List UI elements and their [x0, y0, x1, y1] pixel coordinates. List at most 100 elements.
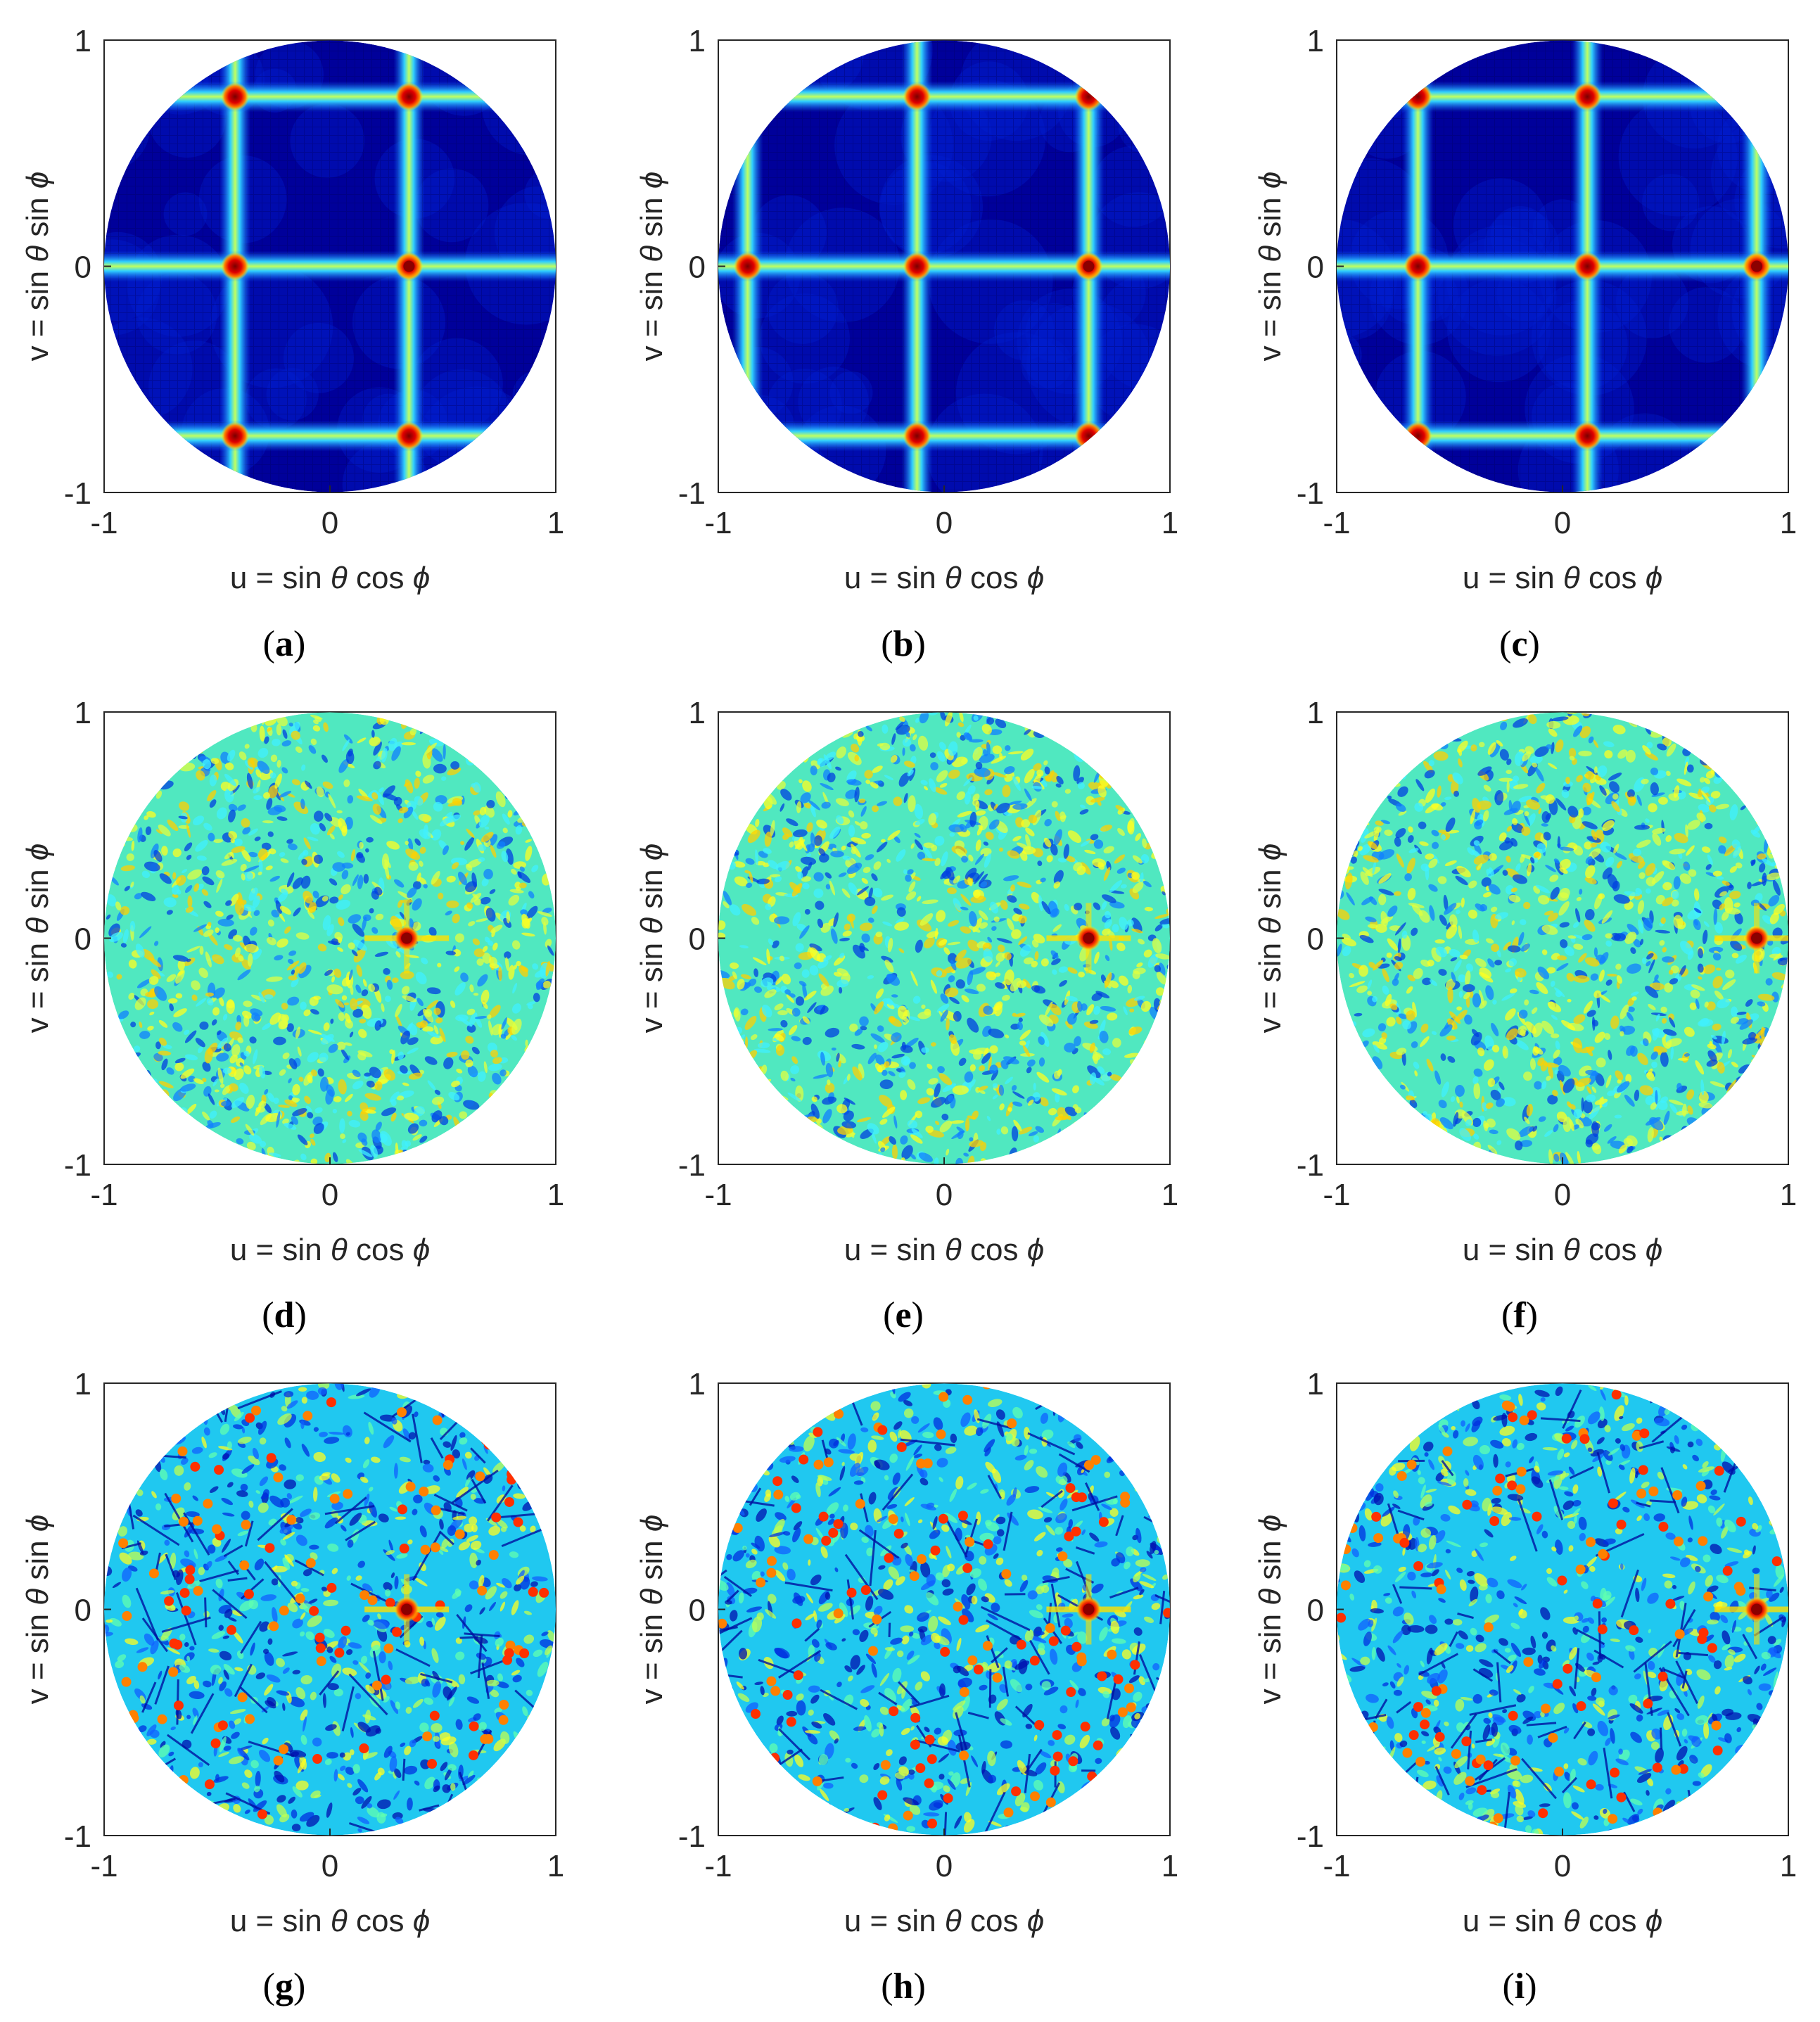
sidelobe-dot	[718, 1618, 727, 1629]
sidelobe-dot	[1001, 1569, 1012, 1579]
sidelobe-dot	[938, 1513, 948, 1524]
sidelobe-dot	[973, 1665, 984, 1675]
sidelobe-dot	[751, 1709, 761, 1719]
sidelobe-dot	[1591, 1672, 1602, 1683]
sidelobe-dot	[1554, 1767, 1565, 1777]
sidelobe-dot	[1712, 1746, 1723, 1756]
x-axis-label: u = sin θ cos ϕ	[844, 1233, 1044, 1267]
y-axis-label: v = sin θ sin ϕ	[635, 844, 669, 1034]
y-tick-label: 0	[1307, 250, 1324, 285]
heatmap-disk	[718, 40, 1170, 492]
x-tick-label: -1	[704, 1178, 732, 1212]
sidelobe-dot	[1616, 1519, 1627, 1530]
sidelobe-dot	[273, 1755, 284, 1766]
sidelobe-dot	[295, 1594, 305, 1604]
sidelobe-dot	[1071, 1641, 1082, 1652]
sidelobe-dot	[367, 1595, 378, 1605]
panel-label: (h)	[881, 1966, 926, 2007]
sidelobe-dot	[118, 1538, 129, 1549]
sidelobe-dot	[210, 1738, 221, 1748]
y-axis-label: v = sin θ sin ϕ	[20, 844, 55, 1034]
sidelobe-dot	[121, 1677, 132, 1687]
sidelobe-dot	[860, 1585, 871, 1596]
sidelobe-dot	[924, 1778, 934, 1788]
sidelobe-dot	[245, 1413, 255, 1423]
sidelobe-dot	[212, 1524, 222, 1534]
sidelobe-dot	[1678, 1764, 1688, 1774]
panel-label: (d)	[262, 1295, 307, 1335]
sidelobe-dot	[305, 1558, 316, 1568]
sidelobe-dot	[1576, 1700, 1586, 1711]
sidelobe-dot	[1034, 1719, 1045, 1730]
y-tick-label: 0	[689, 1594, 706, 1628]
sidelobe-dot	[884, 1553, 894, 1563]
sidelobe-dot	[1639, 1428, 1650, 1439]
sidelobe-dot	[250, 1405, 261, 1416]
sidelobe-dot	[732, 1522, 743, 1533]
panel-label: (g)	[263, 1966, 306, 2007]
sidelobe-dot	[1671, 1765, 1681, 1775]
sidelobe-dot	[173, 1700, 184, 1711]
sidelobe-dot	[392, 1627, 402, 1637]
sidelobe-dot	[1489, 1515, 1500, 1526]
sidelobe-dot	[193, 1586, 203, 1596]
sidelobe-dot	[967, 1655, 978, 1665]
sidelobe-dot	[504, 1648, 514, 1658]
sidelobe-dot	[889, 1706, 899, 1717]
panel-b: -1-1 0 0 1 1 u = sin θ cos ϕ v = sin θ sin ϕ (b…	[635, 24, 1178, 664]
sidelobe-dot	[477, 1585, 488, 1596]
x-axis-label: u = sin θ cos ϕ	[1463, 1233, 1662, 1267]
x-tick-label: 0	[936, 506, 953, 540]
sidelobe-dot	[958, 1615, 969, 1625]
sidelobe-dot	[833, 1608, 844, 1619]
grating-lobe-peak	[1573, 421, 1602, 450]
y-axis-label: v = sin θ sin ϕ	[1253, 844, 1287, 1034]
sidelobe-dot	[226, 1624, 236, 1635]
sidelobe-dot	[1045, 1623, 1055, 1634]
main-beam-core	[1751, 1603, 1763, 1615]
y-axis-label: v = sin θ sin ϕ	[1253, 1515, 1287, 1705]
main-beam-core	[401, 932, 413, 944]
sidelobe-dot	[1541, 1703, 1551, 1714]
sidelobe-dot	[1337, 1613, 1347, 1623]
sidelobe-dot	[172, 1639, 183, 1650]
sidelobe-dot	[1065, 1483, 1076, 1494]
y-tick-label: 1	[1307, 24, 1324, 58]
sidelobe-dot	[927, 1754, 937, 1765]
panel-label: (a)	[263, 624, 306, 664]
sidelobe-dot	[1714, 1465, 1724, 1476]
sidelobe-dot	[927, 1818, 937, 1829]
sidelobe-dot	[1557, 1575, 1567, 1586]
main-beam-core	[1083, 932, 1095, 944]
sidelobe-dot	[1107, 1649, 1117, 1660]
sidelobe-dot	[846, 1587, 857, 1598]
x-tick-label: 1	[1780, 1849, 1797, 1883]
sidelobe-dot	[427, 1759, 438, 1769]
sidelobe-dot	[782, 1689, 793, 1700]
y-axis-label: v = sin θ sin ϕ	[20, 1515, 55, 1705]
grating-lobe-peak	[903, 252, 931, 281]
sidelobe-dot	[157, 1714, 167, 1724]
sidelobe-dot	[1163, 1608, 1170, 1618]
sidelobe-dot	[1586, 1537, 1596, 1547]
sidelobe-dot	[164, 1596, 174, 1606]
main-beam-core	[1751, 932, 1763, 944]
sidelobe-dot	[855, 1499, 865, 1509]
sidelobe-dot	[1586, 1779, 1596, 1790]
x-tick-label: -1	[90, 1849, 117, 1883]
sidelobe-dot	[1597, 1624, 1608, 1634]
sidelobe-dot	[1465, 1776, 1475, 1786]
sidelobe-dot	[359, 1743, 369, 1754]
y-tick-label: 0	[1307, 922, 1324, 957]
sidelobe-dot	[940, 1646, 950, 1657]
sidelobe-dot	[279, 1744, 289, 1755]
sidelobe-dot	[343, 1489, 353, 1499]
sidelobe-dot	[1658, 1522, 1669, 1532]
sidelobe-dot	[148, 1568, 159, 1579]
sidelobe-dot	[1016, 1639, 1026, 1650]
sidelobe-dot	[1402, 1748, 1413, 1758]
sidelobe-dot	[1113, 1674, 1124, 1684]
y-tick-label: -1	[678, 1148, 706, 1183]
sidelobe-dot	[833, 1519, 844, 1530]
sidelobe-dot	[1508, 1710, 1518, 1721]
